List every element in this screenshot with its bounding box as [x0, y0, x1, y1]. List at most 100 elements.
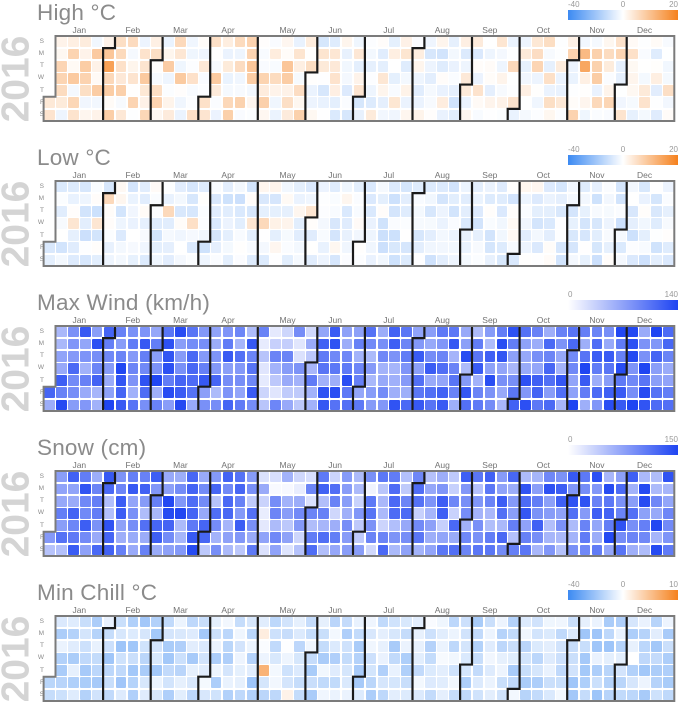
day-cell	[175, 532, 186, 543]
day-cell	[318, 230, 329, 241]
panel-title: High °C	[37, 0, 117, 25]
day-cell	[567, 628, 579, 640]
day-cell	[520, 665, 531, 676]
day-cell	[389, 471, 400, 483]
day-cell	[115, 399, 127, 411]
day-cell	[341, 363, 353, 374]
day-cell	[544, 338, 555, 350]
day-cell	[282, 351, 293, 362]
day-cell	[496, 338, 507, 350]
day-cell	[270, 206, 281, 217]
day-cell	[377, 496, 388, 507]
day-cell	[151, 181, 162, 193]
day-cell	[318, 616, 329, 628]
day-cell	[627, 73, 638, 84]
day-cell	[425, 97, 436, 108]
day-cell	[353, 193, 365, 205]
month-label: Dec	[636, 25, 653, 35]
day-cell	[329, 508, 341, 519]
day-cell	[591, 508, 603, 519]
day-cell	[80, 97, 91, 108]
day-cell	[651, 544, 662, 556]
month-label: Oct	[536, 25, 551, 35]
day-cell	[56, 641, 67, 652]
day-cell	[651, 97, 662, 108]
day-cell	[544, 242, 555, 253]
day-cell	[151, 665, 162, 676]
day-cell	[472, 532, 484, 543]
day-cell	[496, 85, 507, 96]
day-cell	[306, 483, 317, 495]
day-cell	[508, 73, 519, 84]
dow-label: T	[40, 231, 44, 239]
day-cell	[80, 181, 91, 193]
month-label: Aug	[434, 170, 450, 180]
day-cell	[210, 677, 222, 688]
day-cell	[365, 36, 377, 48]
day-cell	[139, 61, 150, 72]
day-cell	[413, 48, 424, 60]
day-cell	[44, 677, 55, 688]
day-cell	[234, 496, 246, 507]
day-cell	[365, 677, 377, 688]
day-cell	[627, 36, 638, 48]
day-cell	[663, 508, 674, 519]
day-cell	[306, 653, 317, 664]
day-cell	[413, 193, 424, 205]
day-cell	[187, 206, 198, 217]
day-cell	[115, 109, 127, 121]
panel-title: Low °C	[37, 145, 111, 170]
day-cell	[603, 653, 615, 664]
day-cell	[639, 351, 650, 362]
day-cell	[532, 85, 543, 96]
day-cell	[175, 653, 186, 664]
day-cell	[639, 375, 650, 386]
day-cell	[175, 677, 186, 688]
day-cell	[544, 48, 555, 60]
day-cell	[56, 508, 67, 519]
day-cell	[425, 338, 436, 350]
day-cell	[579, 85, 591, 96]
day-cell	[401, 483, 412, 495]
day-cell	[579, 338, 591, 350]
day-cell	[508, 471, 519, 483]
day-cell	[603, 218, 615, 229]
day-cell	[425, 616, 436, 628]
day-cell	[246, 616, 258, 628]
day-cell	[234, 351, 246, 362]
day-cell	[484, 218, 496, 229]
day-cell	[532, 230, 543, 241]
day-cell	[472, 36, 484, 48]
month-label: Dec	[636, 605, 653, 615]
day-cell	[222, 616, 234, 628]
day-cell	[651, 254, 662, 266]
day-cell	[151, 326, 162, 338]
day-cell	[270, 218, 281, 229]
day-cell	[56, 36, 67, 48]
day-cell	[234, 520, 246, 531]
day-cell	[532, 641, 543, 652]
day-cell	[484, 387, 496, 398]
day-cell	[175, 242, 186, 253]
day-cell	[508, 508, 519, 519]
day-cell	[282, 471, 293, 483]
day-cell	[115, 375, 127, 386]
day-cell	[151, 496, 162, 507]
day-cell	[627, 338, 638, 350]
day-cell	[377, 665, 388, 676]
day-cell	[329, 230, 341, 241]
day-cell	[401, 544, 412, 556]
day-cell	[448, 483, 460, 495]
day-cell	[567, 254, 579, 266]
day-cell	[294, 230, 305, 241]
day-cell	[258, 483, 269, 495]
day-cell	[484, 48, 496, 60]
day-cell	[567, 363, 579, 374]
day-cell	[294, 483, 305, 495]
day-cell	[567, 520, 579, 531]
dow-label: T	[40, 521, 44, 529]
day-cell	[187, 544, 198, 556]
day-cell	[556, 326, 567, 338]
day-cell	[294, 375, 305, 386]
day-cell	[115, 326, 127, 338]
